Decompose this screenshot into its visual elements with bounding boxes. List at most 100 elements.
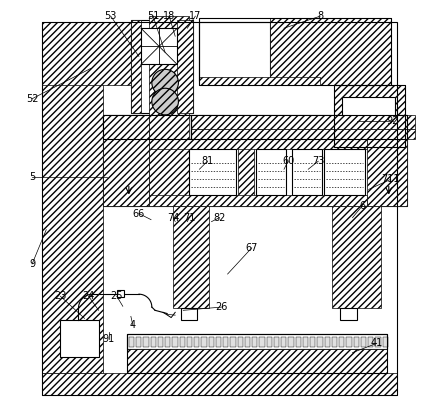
Text: 51: 51 <box>147 11 159 21</box>
Bar <box>280 337 286 347</box>
Text: 71: 71 <box>183 213 195 222</box>
Bar <box>338 337 344 347</box>
Text: 23: 23 <box>54 291 66 301</box>
Bar <box>102 139 149 206</box>
Bar <box>366 139 406 206</box>
Bar <box>177 20 193 113</box>
Text: 5: 5 <box>29 172 35 182</box>
Bar <box>131 20 141 113</box>
Bar <box>131 20 193 113</box>
Bar <box>149 16 189 173</box>
Text: 4: 4 <box>129 320 135 330</box>
Bar <box>129 337 134 347</box>
Bar <box>223 337 228 347</box>
Bar <box>126 334 386 373</box>
Bar <box>201 337 206 347</box>
Bar <box>367 337 373 347</box>
Bar <box>191 129 414 139</box>
Bar <box>353 337 358 347</box>
Text: 18: 18 <box>163 11 175 21</box>
Text: 25: 25 <box>110 291 123 301</box>
Bar <box>149 139 366 149</box>
Bar <box>346 337 351 347</box>
Bar <box>302 337 307 347</box>
Text: 73: 73 <box>311 156 324 166</box>
Bar <box>269 18 390 85</box>
Bar <box>102 115 149 139</box>
Bar <box>141 28 177 64</box>
Text: 17: 17 <box>189 11 201 21</box>
Bar <box>199 77 319 85</box>
Bar <box>191 115 406 139</box>
Bar <box>165 337 170 347</box>
Bar <box>244 337 249 347</box>
Bar <box>292 149 322 195</box>
Bar <box>230 337 235 347</box>
Bar <box>191 115 406 139</box>
Bar <box>360 337 366 347</box>
Bar <box>102 115 191 139</box>
Text: 26: 26 <box>215 302 227 312</box>
Bar <box>149 115 189 139</box>
Text: 53: 53 <box>104 11 117 21</box>
Text: 24: 24 <box>82 291 95 301</box>
Bar <box>150 337 156 347</box>
Bar <box>199 18 390 85</box>
Bar <box>208 337 213 347</box>
Bar <box>117 290 124 297</box>
Bar <box>266 337 271 347</box>
Bar <box>375 337 380 347</box>
Text: 9: 9 <box>29 259 35 269</box>
Bar <box>126 334 386 349</box>
Bar <box>187 337 192 347</box>
Bar <box>172 337 177 347</box>
Bar <box>331 337 336 347</box>
Bar <box>42 22 183 85</box>
Text: 91: 91 <box>102 334 114 344</box>
Bar <box>259 337 264 347</box>
Text: 81: 81 <box>201 156 213 166</box>
Bar <box>136 337 141 347</box>
Bar <box>237 337 243 347</box>
Text: 6: 6 <box>359 201 365 210</box>
Bar <box>310 337 315 347</box>
Text: 82: 82 <box>213 213 225 222</box>
Text: 8: 8 <box>316 11 322 21</box>
Text: 41: 41 <box>370 339 382 348</box>
Bar <box>149 139 189 206</box>
Circle shape <box>151 88 178 115</box>
Bar <box>149 195 366 206</box>
Bar <box>42 373 396 395</box>
Bar <box>199 22 269 81</box>
Bar <box>102 139 406 206</box>
Bar <box>255 149 286 195</box>
Circle shape <box>151 69 178 96</box>
Text: 67: 67 <box>245 243 258 253</box>
Text: 52: 52 <box>26 94 38 104</box>
Bar <box>42 22 396 395</box>
Bar <box>191 115 414 129</box>
Bar <box>332 206 380 308</box>
Bar <box>181 308 197 320</box>
Bar <box>194 337 199 347</box>
Text: 711: 711 <box>381 174 399 184</box>
Bar <box>273 337 279 347</box>
Bar <box>237 139 253 206</box>
Bar <box>317 337 322 347</box>
Text: 74: 74 <box>166 213 179 222</box>
Bar <box>143 337 148 347</box>
Bar <box>60 320 98 357</box>
Bar <box>324 337 329 347</box>
Bar <box>102 115 191 139</box>
Bar <box>157 337 163 347</box>
Bar <box>342 97 394 143</box>
Bar <box>382 337 387 347</box>
Bar <box>189 149 235 195</box>
Bar <box>126 349 386 373</box>
Bar <box>173 206 209 308</box>
Bar <box>295 337 300 347</box>
Bar <box>288 337 293 347</box>
Bar <box>334 85 404 147</box>
Bar <box>42 79 102 373</box>
Text: 66: 66 <box>132 209 145 218</box>
